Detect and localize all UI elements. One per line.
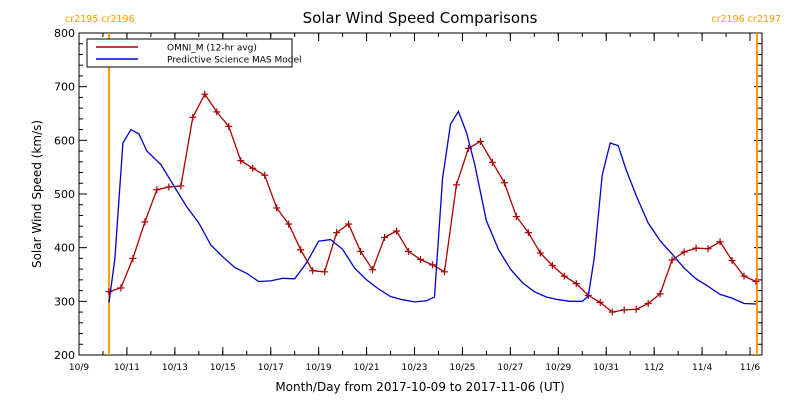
data-point-marker	[165, 183, 173, 191]
series-line-omni	[108, 92, 757, 313]
y-tick-label: 400	[54, 242, 75, 255]
x-tick-label: 10/25	[449, 363, 475, 373]
data-point-marker	[261, 171, 269, 179]
data-point-marker	[381, 233, 389, 241]
data-point-marker	[309, 267, 317, 275]
data-point-marker	[153, 186, 161, 194]
data-point-marker	[644, 299, 652, 307]
data-point-marker	[572, 280, 580, 288]
x-tick-label: 10/21	[354, 363, 380, 373]
x-tick-label: 11/6	[740, 363, 760, 373]
data-point-marker	[560, 272, 568, 280]
data-point-marker	[440, 268, 448, 276]
data-point-marker	[608, 308, 616, 316]
data-point-marker	[285, 220, 293, 228]
data-point-marker	[345, 220, 353, 228]
data-point-marker	[297, 246, 305, 254]
data-point-marker	[177, 182, 185, 190]
legend-box	[86, 38, 293, 68]
data-point-marker	[512, 213, 520, 221]
data-point-marker	[632, 305, 640, 313]
data-point-marker	[656, 290, 664, 298]
y-tick-label: 500	[54, 188, 75, 201]
x-tick-label: 10/15	[210, 363, 236, 373]
data-point-marker	[393, 227, 401, 235]
data-point-marker	[273, 204, 281, 212]
x-tick-label: 10/17	[258, 363, 284, 373]
data-point-marker	[201, 90, 209, 98]
data-point-marker	[117, 284, 125, 292]
data-point-marker	[405, 247, 413, 255]
data-point-marker	[141, 218, 149, 226]
x-tick-label: 10/11	[114, 363, 140, 373]
data-point-marker	[536, 249, 544, 257]
x-tick-label: 10/29	[545, 363, 571, 373]
data-point-marker	[596, 298, 604, 306]
y-axis: 200 300 400 500 600 700 800	[54, 27, 762, 362]
x-tick-label: 10/31	[593, 363, 619, 373]
y-tick-label: 600	[54, 134, 75, 147]
data-point-marker	[716, 238, 724, 246]
data-point-marker	[728, 257, 736, 265]
x-tick-label: 10/23	[402, 363, 428, 373]
x-axis: 10/9 10/11 10/13 10/15 10/17 10/19 10/21 10/23 1…	[69, 33, 760, 373]
data-point-marker	[428, 261, 436, 269]
plot-frame	[78, 32, 763, 356]
x-tick-label: 10/13	[162, 363, 188, 373]
data-point-marker	[476, 137, 484, 145]
data-point-marker	[452, 181, 460, 189]
data-point-marker	[321, 268, 329, 276]
data-point-marker	[680, 248, 688, 256]
data-point-marker	[237, 157, 245, 165]
carrington-boundary-label: cr2196 cr2197	[711, 14, 781, 25]
data-point-marker	[213, 108, 221, 116]
legend-label-omni: OMNI_M (12-hr avg)	[167, 44, 257, 54]
chart-title: Solar Wind Speed Comparisons	[303, 9, 538, 27]
data-point-marker	[249, 164, 257, 172]
carrington-boundary-label: cr2195 cr2196	[65, 14, 135, 25]
data-point-marker	[500, 179, 508, 187]
x-axis-label: Month/Day from 2017-10-09 to 2017-11-06 …	[275, 380, 564, 394]
legend-label-mas: Predictive Science MAS Model	[167, 56, 302, 66]
data-point-marker	[417, 255, 424, 263]
data-point-marker	[357, 247, 365, 255]
legend: OMNI_M (12-hr avg) Predictive Science MA…	[86, 38, 302, 68]
data-point-marker	[369, 266, 377, 274]
x-tick-label: 11/4	[692, 363, 712, 373]
y-tick-label: 200	[54, 349, 75, 362]
data-point-marker	[524, 229, 532, 237]
data-point-marker	[488, 158, 496, 166]
data-point-marker	[548, 261, 556, 269]
x-tick-label: 10/9	[69, 363, 89, 373]
x-tick-label: 10/27	[497, 363, 523, 373]
y-axis-label: Solar Wind Speed (km/s)	[30, 120, 44, 268]
data-point-marker	[105, 288, 113, 296]
data-point-marker	[620, 306, 628, 314]
data-point-marker	[740, 272, 748, 280]
data-point-marker	[704, 245, 712, 253]
y-tick-label: 300	[54, 295, 75, 308]
data-point-marker	[129, 254, 137, 262]
y-tick-label: 800	[54, 27, 75, 40]
x-tick-label: 10/19	[306, 363, 332, 373]
data-point-marker	[668, 256, 676, 264]
y-tick-label: 700	[54, 81, 75, 94]
data-point-marker	[692, 244, 700, 252]
series-layer	[105, 90, 760, 316]
data-point-marker	[752, 277, 760, 285]
x-tick-label: 11/2	[644, 363, 664, 373]
data-point-marker	[189, 113, 197, 121]
data-point-marker	[225, 122, 233, 130]
series-line-mas	[108, 109, 757, 305]
data-point-marker	[333, 229, 341, 237]
